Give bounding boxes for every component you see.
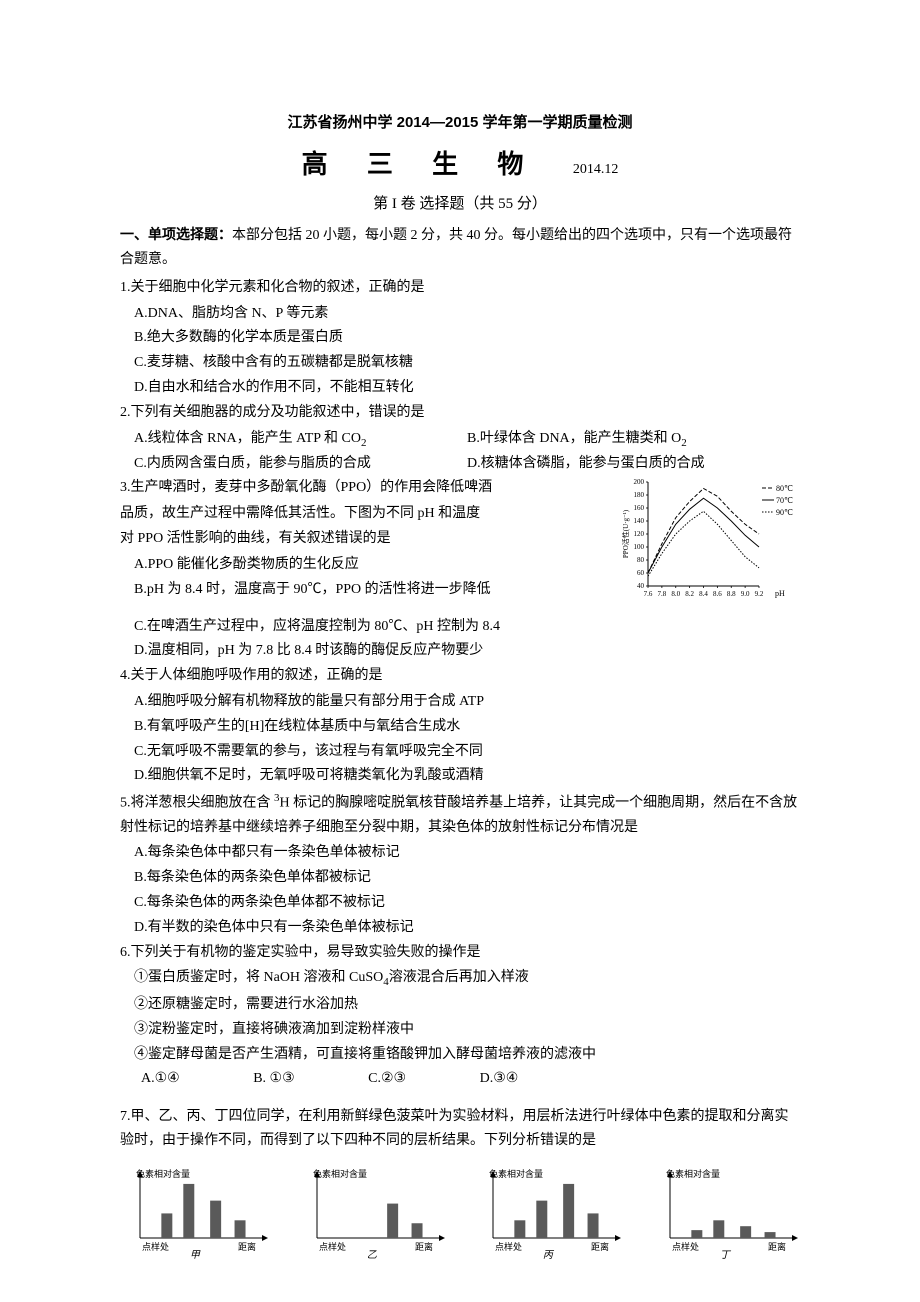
q1-opt-d: D.自由水和结合水的作用不同，不能相互转化	[120, 376, 800, 400]
q6-opt-b: B. ①③	[253, 1067, 294, 1091]
q2-opt-a: A.线粒体含 RNA，能产生 ATP 和 CO2	[134, 427, 467, 452]
svg-text:8.8: 8.8	[727, 590, 736, 598]
svg-text:点样处: 点样处	[142, 1241, 169, 1252]
q4-opt-a: A.细胞呼吸分解有机物释放的能量只有部分用于合成 ATP	[120, 690, 800, 714]
svg-text:点样处: 点样处	[672, 1241, 699, 1252]
q2-options: A.线粒体含 RNA，能产生 ATP 和 CO2 B.叶绿体含 DNA，能产生糖…	[120, 427, 800, 476]
q3-stem-2: 品质，故生产过程中需降低其活性。下图为不同 pH 和温度	[120, 502, 620, 526]
svg-text:100: 100	[634, 543, 645, 551]
q5-opt-b: B.每条染色体的两条染色单体都被标记	[120, 866, 800, 890]
svg-text:PPO活性(U·g⁻¹): PPO活性(U·g⁻¹)	[621, 509, 630, 558]
q4-opt-d: D.细胞供氧不足时，无氧呼吸可将糖类氧化为乳酸或酒精	[120, 764, 800, 788]
q7-chart-jia: 色素相对含量点样处 距离甲	[120, 1165, 270, 1260]
svg-text:200: 200	[634, 478, 645, 486]
svg-text:色素相对含量: 色素相对含量	[666, 1168, 720, 1179]
svg-text:距离: 距离	[768, 1241, 786, 1252]
q6-stem: 6.下列关于有机物的鉴定实验中，易导致实验失败的操作是	[120, 941, 800, 965]
svg-text:9.2: 9.2	[755, 590, 764, 598]
svg-text:乙: 乙	[367, 1250, 377, 1260]
q6-sub-4: ④鉴定酵母菌是否产生酒精，可直接将重铬酸钾加入酵母菌培养液的滤液中	[120, 1043, 800, 1067]
q7-chart-ding: 色素相对含量点样处 距离丁	[650, 1165, 800, 1260]
q1-opt-a: A.DNA、脂肪均含 N、P 等元素	[120, 302, 800, 326]
svg-text:80℃: 80℃	[776, 484, 793, 493]
q6-options: A.①④ B. ①③ C.②③ D.③④	[120, 1067, 800, 1091]
q4-stem: 4.关于人体细胞呼吸作用的叙述，正确的是	[120, 664, 800, 688]
svg-text:120: 120	[634, 530, 645, 538]
svg-text:点样处: 点样处	[495, 1241, 522, 1252]
q2-opt-c: C.内质网含蛋白质，能参与脂质的合成	[134, 452, 467, 476]
q4-opt-c: C.无氧呼吸不需要氧的参与，该过程与有氧呼吸完全不同	[120, 740, 800, 764]
q1-opt-b: B.绝大多数酶的化学本质是蛋白质	[120, 326, 800, 350]
q2-opt-b: B.叶绿体含 DNA，能产生糖类和 O2	[467, 427, 800, 452]
q5-opt-d: D.有半数的染色体中只有一条染色单体被标记	[120, 916, 800, 940]
q6-sub-2: ②还原糖鉴定时，需要进行水浴加热	[120, 993, 800, 1017]
svg-text:8.2: 8.2	[685, 590, 694, 598]
school-line: 江苏省扬州中学 2014—2015 学年第一学期质量检测	[120, 110, 800, 136]
q7-chart-yi: 色素相对含量点样处 距离乙	[297, 1165, 447, 1260]
q3-opt-a: A.PPO 能催化多酚类物质的生化反应	[120, 553, 620, 577]
q5-stem: 5.将洋葱根尖细胞放在含 3H 标记的胸腺嘧啶脱氧核苷酸培养基上培养，让其完成一…	[120, 789, 800, 839]
q7-charts: 色素相对含量点样处 距离甲 色素相对含量点样处 距离乙 色素相对含量点样处 距离丙 色…	[120, 1165, 800, 1260]
svg-text:180: 180	[634, 491, 645, 499]
q2-opt-d: D.核糖体含磷脂，能参与蛋白质的合成	[467, 452, 800, 476]
q5-opt-a: A.每条染色体中都只有一条染色单体被标记	[120, 841, 800, 865]
q2-stem: 2.下列有关细胞器的成分及功能叙述中，错误的是	[120, 401, 800, 425]
svg-text:90℃: 90℃	[776, 508, 793, 517]
svg-text:色素相对含量: 色素相对含量	[313, 1168, 367, 1179]
svg-text:7.6: 7.6	[644, 590, 653, 598]
svg-text:40: 40	[637, 582, 645, 590]
q6-opt-a: A.①④	[141, 1067, 180, 1091]
q7-stem: 7.甲、乙、丙、丁四位同学，在利用新鲜绿色菠菜叶为实验材料，用层析法进行叶绿体中…	[120, 1105, 800, 1153]
svg-text:140: 140	[634, 517, 645, 525]
q6-opt-d: D.③④	[480, 1067, 519, 1091]
q5-opt-c: C.每条染色体的两条染色单体都不被标记	[120, 891, 800, 915]
svg-text:丁: 丁	[720, 1250, 732, 1260]
svg-text:丙: 丙	[543, 1250, 555, 1260]
svg-text:色素相对含量: 色素相对含量	[489, 1168, 543, 1179]
q3-stem-1: 3.生产啤酒时，麦芽中多酚氧化酶（PPO）的作用会降低啤酒	[120, 476, 620, 500]
q1-stem: 1.关于细胞中化学元素和化合物的叙述，正确的是	[120, 276, 800, 300]
q3-opt-b: B.pH 为 8.4 时，温度高于 90℃，PPO 的活性将进一步降低	[120, 578, 620, 602]
svg-text:7.8: 7.8	[658, 590, 667, 598]
svg-text:80: 80	[637, 556, 645, 564]
q6-sub-3: ③淀粉鉴定时，直接将碘液滴加到淀粉样液中	[120, 1018, 800, 1042]
q1-opt-c: C.麦芽糖、核酸中含有的五碳糖都是脱氧核糖	[120, 351, 800, 375]
svg-text:9.0: 9.0	[741, 590, 750, 598]
svg-text:160: 160	[634, 504, 645, 512]
q6-sub-1: ①蛋白质鉴定时，将 NaOH 溶液和 CuSO4溶液混合后再加入样液	[120, 966, 800, 991]
q3-opt-c: C.在啤酒生产过程中，应将温度控制为 80℃、pH 控制为 8.4	[120, 615, 800, 639]
title-date: 2014.12	[573, 162, 619, 177]
q3-chart: 40 60 80 100 120 140 160 180 200 7.6 7.8 8.0 8.2 8.4 8…	[620, 476, 795, 606]
q4-opt-b: B.有氧呼吸产生的[H]在线粒体基质中与氧结合生成水	[120, 715, 800, 739]
svg-text:pH: pH	[775, 589, 785, 598]
svg-text:点样处: 点样处	[319, 1241, 346, 1252]
svg-text:70℃: 70℃	[776, 496, 793, 505]
svg-text:距离: 距离	[238, 1241, 256, 1252]
q3-stem-3: 对 PPO 活性影响的曲线，有关叙述错误的是	[120, 527, 620, 551]
q7-chart-bing: 色素相对含量点样处 距离丙	[473, 1165, 623, 1260]
svg-text:距离: 距离	[415, 1241, 433, 1252]
svg-text:甲: 甲	[190, 1250, 201, 1260]
q3-opt-d: D.温度相同，pH 为 7.8 比 8.4 时该酶的酶促反应产物要少	[120, 639, 800, 663]
title-line: 高 三 生 物 2014.12	[120, 142, 800, 186]
section-heading: 第 I 卷 选择题（共 55 分）	[120, 192, 800, 218]
svg-text:60: 60	[637, 569, 645, 577]
svg-text:距离: 距离	[591, 1241, 609, 1252]
q3-block: 3.生产啤酒时，麦芽中多酚氧化酶（PPO）的作用会降低啤酒 品质，故生产过程中需…	[120, 476, 800, 615]
svg-text:色素相对含量: 色素相对含量	[136, 1168, 190, 1179]
svg-text:8.0: 8.0	[671, 590, 680, 598]
q6-opt-c: C.②③	[368, 1067, 406, 1091]
title-main: 高 三 生 物	[302, 149, 540, 179]
svg-text:8.6: 8.6	[713, 590, 722, 598]
instructions-prefix: 一、单项选择题：	[120, 226, 232, 242]
svg-text:8.4: 8.4	[699, 590, 708, 598]
instructions: 一、单项选择题：本部分包括 20 小题，每小题 2 分，共 40 分。每小题给出…	[120, 223, 800, 272]
